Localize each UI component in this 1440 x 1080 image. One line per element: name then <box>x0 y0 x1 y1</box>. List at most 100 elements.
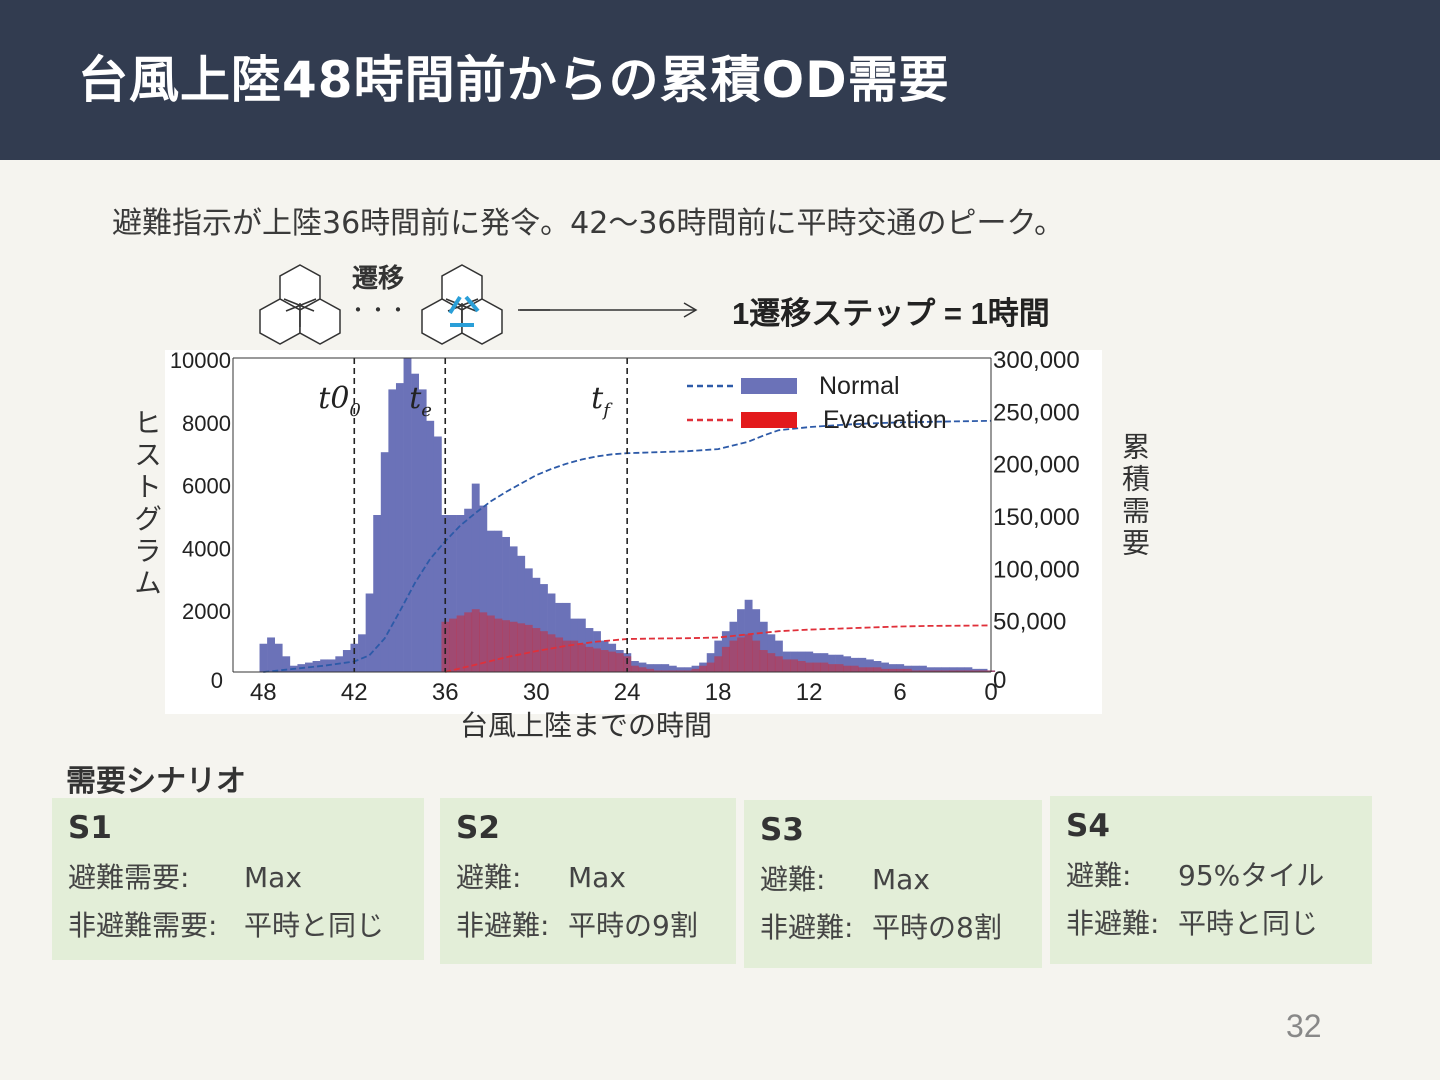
normal-bar <box>509 546 518 672</box>
evacuation-bar <box>615 653 624 672</box>
evacuation-bar <box>699 665 708 672</box>
evacuation-bar <box>456 615 465 672</box>
evacuation-bar <box>979 670 988 672</box>
normal-bar <box>539 584 548 672</box>
y-left-tick-label: 8000 <box>182 411 231 436</box>
evacuation-bar <box>593 648 601 672</box>
slide-subtitle: 避難指示が上陸36時間前に発令。42〜36時間前に平時交通のピーク。 <box>112 206 1065 241</box>
evacuation-bar <box>941 670 950 672</box>
evacuation-bar <box>782 659 791 672</box>
x-axis-label: 台風上陸までの時間 <box>460 709 713 742</box>
hex-cluster-left-icon <box>259 264 341 345</box>
normal-bar <box>403 358 412 672</box>
evacuation-bar <box>577 643 586 672</box>
evacuation-bar <box>752 640 761 672</box>
normal-cumulative-line <box>263 419 992 673</box>
normal-bar <box>502 536 510 672</box>
evacuation-bar <box>873 667 882 672</box>
evacuation-bar <box>767 653 776 672</box>
evacuation-bar <box>934 670 943 672</box>
normal-bar <box>418 389 427 672</box>
legend-entry: Evacuation <box>823 406 947 434</box>
normal-bar <box>873 661 882 672</box>
normal-bar <box>342 650 351 672</box>
normal-bar <box>676 667 685 672</box>
evacuation-bar <box>843 665 852 672</box>
normal-bar <box>865 659 874 672</box>
legend-bar-swatch <box>741 412 797 428</box>
evacuation-bar <box>585 646 594 672</box>
scenario-line2-label: 非避難: <box>456 909 550 942</box>
normal-histogram <box>259 358 996 672</box>
normal-bar <box>979 668 988 672</box>
normal-bar <box>782 651 791 672</box>
scenario-card-s3: S3 避難: Max 非避難: 平時の8割 <box>744 800 1042 968</box>
normal-bar <box>373 515 382 672</box>
y-left-tick-label: 2000 <box>182 599 231 624</box>
normal-bar <box>699 662 708 672</box>
evacuation-bar <box>532 628 541 672</box>
normal-bar <box>358 634 366 672</box>
normal-bar <box>411 373 420 672</box>
transition-diagram: 遷移 ・・・ <box>259 264 550 345</box>
normal-bar <box>593 631 601 672</box>
evacuation-bar <box>790 659 799 672</box>
normal-bar <box>858 657 867 672</box>
evacuation-bar <box>646 668 654 672</box>
evacuation-bar <box>949 670 958 672</box>
y-left-tick-label: 4000 <box>182 536 231 561</box>
evacuation-bar <box>486 615 495 672</box>
normal-bar <box>721 631 730 672</box>
scenario-line1-label: 避難: <box>456 861 522 894</box>
normal-bar <box>464 508 473 672</box>
normal-bar <box>797 651 806 672</box>
normal-bar <box>767 634 776 672</box>
scenario-line1-value: Max <box>244 861 302 894</box>
scenario-card-s1: S1 避難需要: Max 非避難需要: 平時と同じ <box>52 798 424 960</box>
evacuation-bar <box>608 651 617 672</box>
y-left-tick-label: 10000 <box>170 348 231 373</box>
normal-bar <box>350 643 359 672</box>
normal-bar <box>577 618 586 672</box>
circulation-arrows-icon <box>448 295 480 327</box>
evacuation-bar <box>691 668 700 672</box>
normal-bar <box>585 628 594 672</box>
scenario-line1-label: 避難: <box>1066 859 1132 892</box>
x-tick-label: 42 <box>341 679 368 706</box>
normal-bar <box>918 665 927 672</box>
normal-bar <box>661 664 670 672</box>
normal-bar <box>388 389 397 672</box>
x-tick-label: 0 <box>984 679 997 706</box>
normal-bar <box>926 667 935 672</box>
normal-bar <box>449 515 457 672</box>
evacuation-histogram <box>441 609 996 672</box>
evacuation-bar <box>828 664 836 672</box>
chart-panel: t00 te tf 48 42 36 30 24 18 12 6 0 0 2000 4000 6000 800… <box>165 347 1102 714</box>
normal-bar <box>744 599 753 672</box>
normal-bar <box>426 420 435 672</box>
normal-bar <box>881 662 889 672</box>
normal-bar <box>835 654 844 672</box>
y-left-tick-label: 0 <box>211 668 223 693</box>
ellipsis-dots: ・・・ <box>348 298 408 322</box>
x-tick-label: 6 <box>893 679 906 706</box>
normal-bar <box>774 640 783 672</box>
normal-bar <box>282 656 291 672</box>
evacuation-bar <box>737 637 745 672</box>
evacuation-bar <box>903 668 912 672</box>
normal-bar <box>494 530 503 672</box>
normal-bar <box>934 667 943 672</box>
scenario-line2-label: 非避難需要: <box>68 909 218 942</box>
evacuation-bar <box>964 670 973 672</box>
time-marker-subscript: 0 <box>349 400 360 421</box>
evacuation-bar <box>623 656 632 672</box>
legend-bar-swatch <box>741 378 797 394</box>
step-duration-label: 1遷移ステップ = 1時間 <box>732 296 1050 331</box>
scenario-line2-label: 非避難: <box>1066 907 1160 940</box>
normal-bar <box>668 665 677 672</box>
normal-bar <box>517 555 526 672</box>
normal-bar <box>547 593 556 672</box>
evacuation-bar <box>539 631 548 672</box>
normal-bar <box>312 661 321 672</box>
header-bar: 台風上陸48時間前からの累積OD需要 <box>0 0 1440 160</box>
